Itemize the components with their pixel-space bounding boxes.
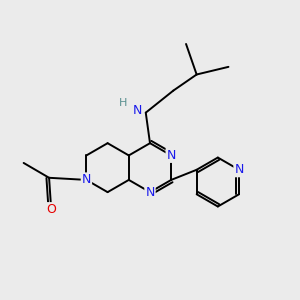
Text: N: N (82, 173, 91, 186)
Text: N: N (234, 163, 244, 176)
Text: N: N (133, 104, 142, 117)
Text: O: O (46, 203, 56, 216)
Text: N: N (167, 149, 176, 162)
Text: N: N (145, 186, 155, 199)
Text: H: H (119, 98, 128, 108)
